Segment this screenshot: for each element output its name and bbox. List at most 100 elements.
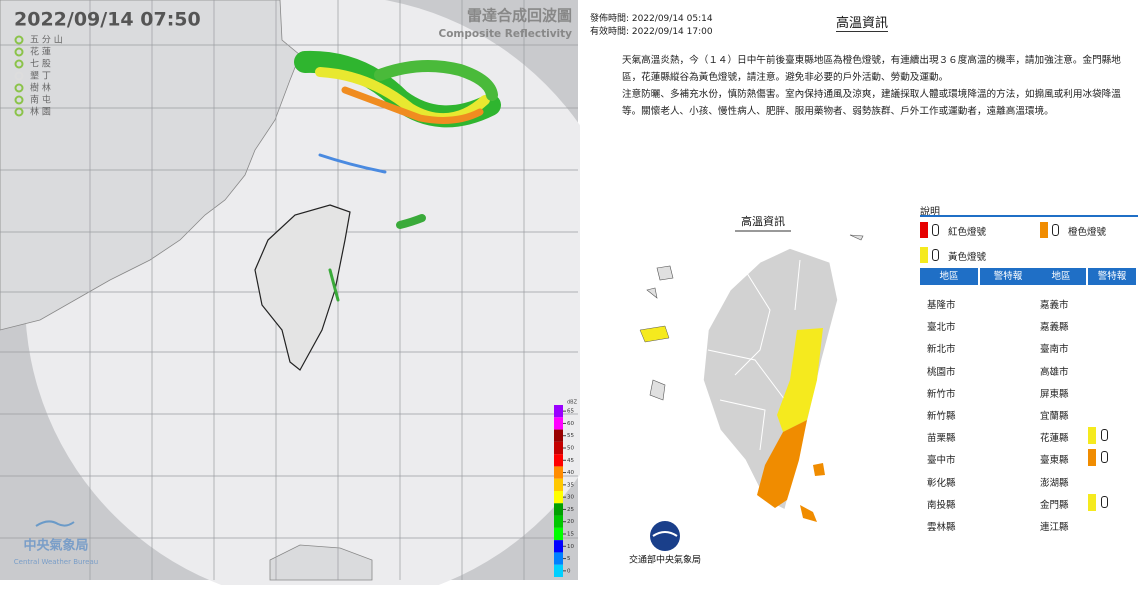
station-name: 南 屯: [30, 94, 51, 106]
area-name: 臺中市: [927, 455, 956, 467]
area-name: 連江縣: [1040, 522, 1069, 533]
radar-echo: [294, 50, 501, 302]
heat-text: 天氣高溫炎熱，今（１４）日中午前後臺東縣地區為橙色燈號，有連續出現３６度高溫的機…: [622, 52, 1122, 120]
colorbar-tick-label: 60: [567, 421, 574, 427]
warning-swatch: [1088, 493, 1096, 511]
legend-swatch: [1040, 222, 1048, 238]
colorbar-segment: [554, 552, 563, 565]
colorbar-tick-label: 40: [567, 470, 574, 476]
colorbar-segment: [554, 417, 563, 430]
station-dot: [14, 95, 24, 105]
warning-icon: [1101, 451, 1108, 464]
area-name: 臺東縣: [1040, 455, 1069, 467]
legend-icon: [932, 249, 939, 261]
area-name: 嘉義縣: [1040, 322, 1069, 334]
hualien-yellow: [777, 328, 823, 432]
colorbar-tick-label: 10: [567, 544, 574, 550]
station-name: 五 分 山: [30, 35, 63, 46]
area-name: 花蓮縣: [1040, 433, 1069, 445]
footer-logo: [650, 521, 680, 551]
legend-label: 紅色燈號: [948, 227, 987, 238]
colorbar-segment: [554, 527, 563, 541]
footer-agency: 交通部中央氣象局: [629, 554, 701, 566]
warning-icon: [1101, 495, 1108, 508]
issued-time: 發佈時間: 2022/09/14 05:14: [590, 14, 713, 24]
colorbar-tick-label: 20: [567, 519, 574, 525]
colorbar-segment: [554, 515, 563, 528]
area-name: 南投縣: [927, 499, 956, 511]
area-name: 基隆市: [927, 300, 956, 311]
station-dot: [14, 59, 24, 69]
colorbar-tick-label: 50: [567, 446, 574, 452]
area-name: 臺南市: [1040, 344, 1069, 356]
colorbar-tick-label: 0: [567, 568, 571, 574]
heat-title: 高溫資訊: [836, 12, 889, 32]
area-name: 澎湖縣: [1040, 477, 1069, 489]
kinmen-yellow: [639, 325, 670, 343]
station-list: 五 分 山花 蓮七 股墾 丁樹 林南 屯林 園: [14, 35, 63, 118]
legend-title: 說明: [920, 207, 940, 218]
station-dot: [14, 47, 24, 57]
grid: [0, 0, 578, 580]
colorbar-segment: [554, 454, 563, 467]
warning-swatch: [1088, 449, 1096, 467]
colorbar-segment: [554, 503, 563, 516]
table-header: 警特報: [1088, 268, 1136, 285]
taiwan-outline: [254, 204, 351, 371]
area-name: 嘉義市: [1040, 300, 1069, 311]
colorbar-segment: [554, 466, 563, 479]
legend-label: 橙色燈號: [1068, 227, 1107, 238]
station-name: 樹 林: [30, 82, 51, 94]
area-name: 新竹縣: [927, 411, 956, 422]
station-name: 林 園: [30, 106, 51, 118]
area-name: 雲林縣: [927, 522, 956, 533]
colorbar-tick-label: 5: [567, 556, 571, 562]
valid-time: 有效時間: 2022/09/14 17:00: [590, 27, 713, 37]
radar-map: 2022/09/14 07:50 雷達合成回波圖 Composite Refle…: [0, 0, 580, 585]
map-title: 高溫資訊: [741, 214, 785, 228]
colorbar-tick-label: 25: [567, 507, 574, 513]
colorbar-segment: [554, 540, 563, 553]
area-name: 高雄市: [1040, 366, 1069, 378]
radar-subtitle: Composite Reflectivity: [439, 28, 573, 40]
colorbar-segment: [554, 441, 563, 455]
station-name: 七 股: [30, 59, 51, 70]
heat-map: 高溫資訊 交通部中央氣象局: [629, 214, 864, 566]
station-name: 花 蓮: [30, 46, 51, 58]
taitung-orange: [757, 420, 807, 508]
area-name: 彰化縣: [927, 477, 956, 489]
islands: [646, 234, 864, 401]
table-header: 警特報: [980, 268, 1036, 285]
table-header: 地區: [920, 268, 978, 285]
timestamp: 2022/09/14 07:50: [14, 9, 201, 31]
logo-mark: [652, 531, 678, 537]
area-name: 宜蘭縣: [1040, 411, 1069, 422]
agency-name: 中央氣象局: [23, 538, 88, 554]
colorbar-segment: [554, 405, 563, 418]
luzon-coast: [269, 544, 373, 581]
area-name: 金門縣: [1040, 499, 1069, 511]
colorbar-segment: [554, 429, 563, 442]
legend-rule: [920, 215, 1138, 217]
legend-icon: [932, 224, 939, 236]
colorbar-tick-label: 15: [567, 532, 574, 538]
area-name: 新北市: [927, 344, 956, 356]
table-header: 地區: [1036, 268, 1086, 285]
colorbar-tick-label: 45: [567, 458, 574, 464]
colorbar-label: dBZ: [567, 400, 578, 406]
agency-name-en: Central Weather Bureau: [14, 558, 98, 566]
area-name: 桃園市: [927, 366, 956, 378]
station-dot: [14, 71, 24, 81]
colorbar-tick-label: 35: [567, 482, 574, 488]
paragraph: 天氣高溫炎熱，今（１４）日中午前後臺東縣地區為橙色燈號，有連續出現３６度高溫的機…: [622, 55, 1121, 83]
county-borders: [707, 259, 801, 451]
colorbar-tick-label: 55: [567, 433, 574, 439]
area-name: 臺北市: [927, 322, 956, 334]
warning-icon: [1101, 429, 1108, 442]
colorbar-segment: [554, 491, 563, 504]
station-dot: [14, 107, 24, 117]
legend-swatch: [920, 222, 928, 238]
china-coast: [0, 0, 301, 331]
agency-logo: [35, 520, 75, 527]
